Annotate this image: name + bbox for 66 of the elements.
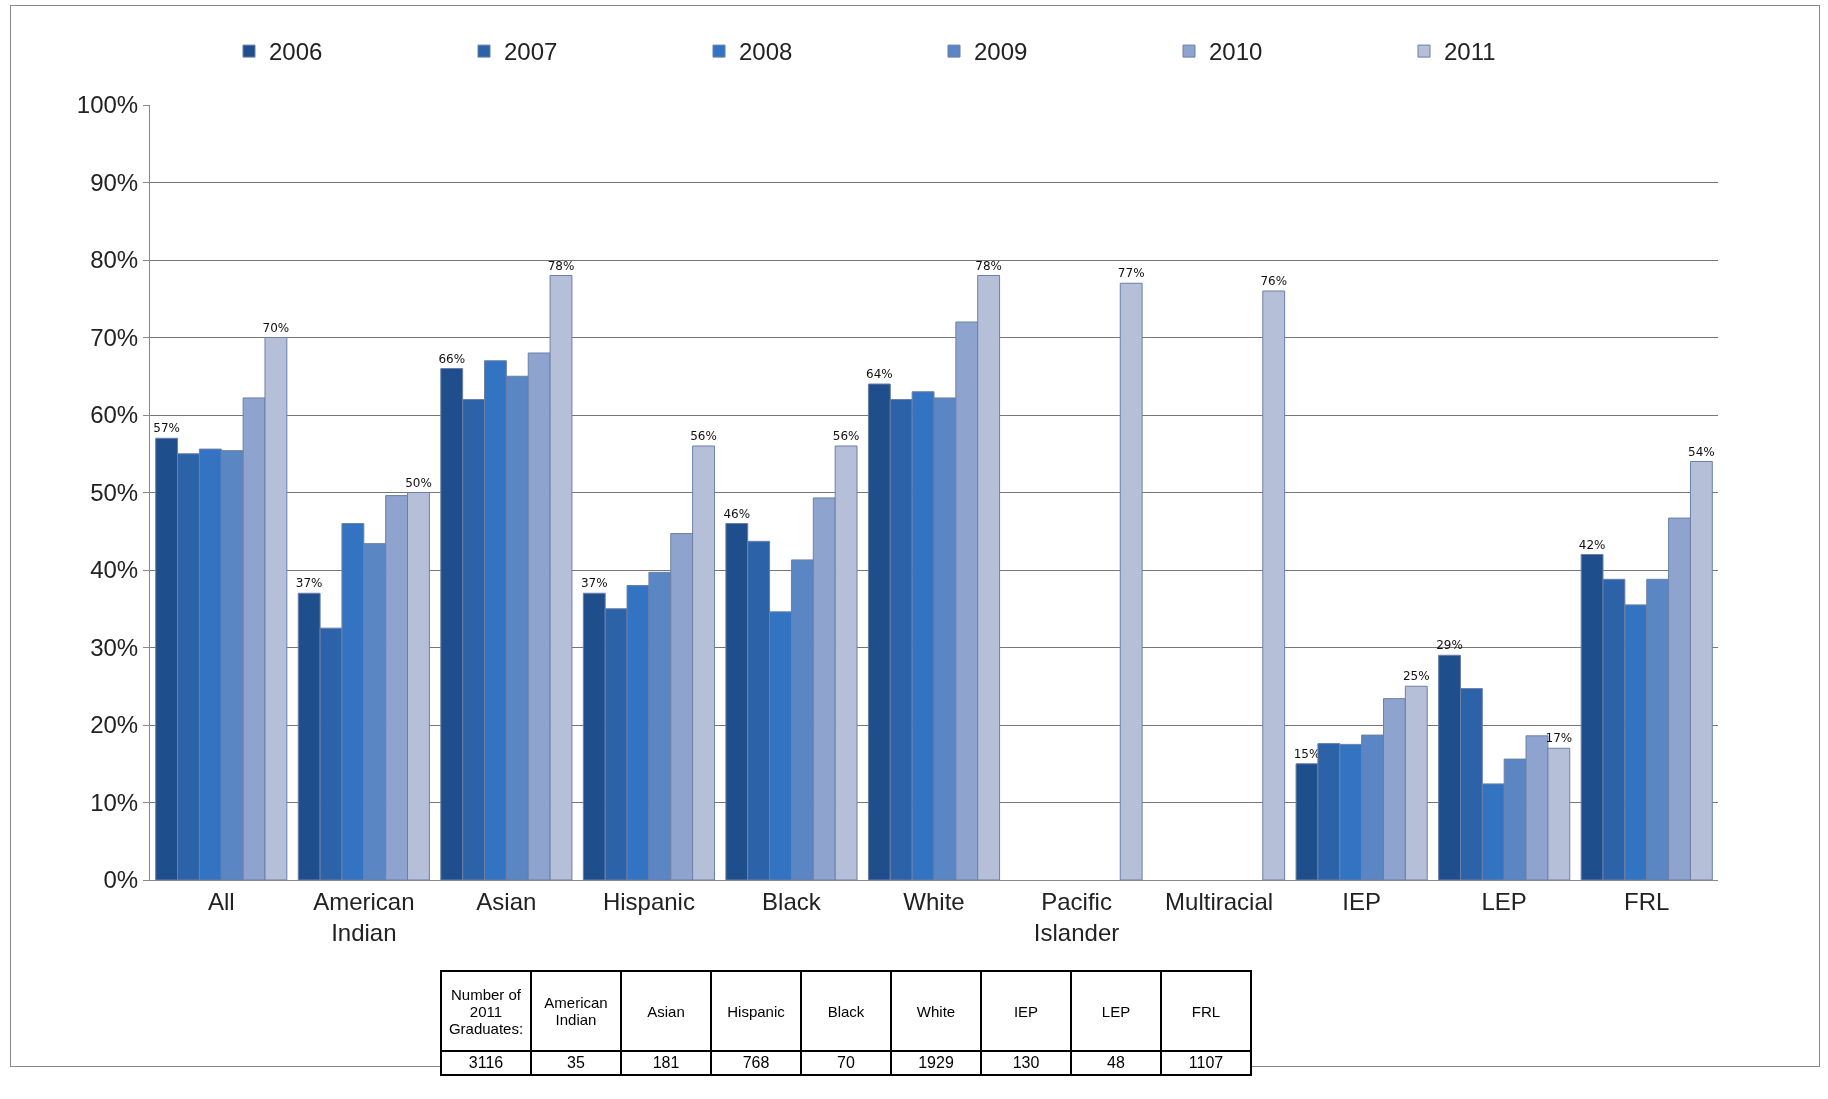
- text: 181: [621, 1051, 711, 1075]
- x-tick-label: Multiracial: [1165, 887, 1274, 915]
- data-label: 37%: [295, 576, 323, 591]
- text: Black: [801, 971, 891, 1051]
- data-label: 56%: [690, 429, 717, 443]
- x-tick-label: Asian: [476, 887, 537, 915]
- text: American Indian: [531, 971, 621, 1051]
- y-tick-label: 10%: [90, 788, 139, 816]
- x-tick-label: LEP: [1481, 887, 1527, 915]
- text: 130: [981, 1051, 1071, 1075]
- data-label: 64%: [866, 367, 893, 381]
- y-tick-label: 90%: [90, 168, 139, 196]
- x-tick-label: White: [903, 887, 965, 915]
- data-label: 17%: [1545, 731, 1573, 746]
- text: White: [891, 971, 981, 1051]
- x-tick-label: Hispanic: [602, 887, 695, 915]
- y-tick-label: 60%: [90, 401, 139, 429]
- x-tick-label: Black: [762, 887, 822, 915]
- y-tick-label: 50%: [90, 478, 139, 506]
- text: FRL: [1161, 971, 1251, 1051]
- legend-label: 2009: [974, 38, 1028, 66]
- data-label: 56%: [832, 429, 860, 443]
- data-label: 66%: [438, 351, 466, 366]
- data-label: 78%: [975, 258, 1002, 273]
- data-label: 42%: [1578, 537, 1606, 552]
- data-label: 54%: [1688, 444, 1715, 459]
- x-tick-label: FRL: [1624, 887, 1670, 915]
- y-tick-label: 100%: [76, 91, 139, 119]
- y-tick-label: 70%: [90, 323, 139, 351]
- text: IEP: [981, 971, 1071, 1051]
- y-tick-label: 30%: [90, 633, 139, 661]
- data-label: 46%: [723, 506, 751, 521]
- y-tick-label: 0%: [103, 866, 139, 894]
- legend-label: 2010: [1209, 38, 1263, 66]
- data-label: 70%: [262, 320, 290, 335]
- legend-label: 2006: [269, 38, 323, 66]
- text: 48: [1071, 1051, 1161, 1075]
- text: 70: [801, 1051, 891, 1075]
- y-tick-label: 40%: [90, 556, 139, 584]
- legend-label: 2008: [739, 38, 793, 66]
- text: Hispanic: [711, 971, 801, 1051]
- legend-label: 2007: [504, 38, 558, 66]
- text: 1929: [891, 1051, 981, 1075]
- x-tick-label: Pacific Islander: [1033, 887, 1120, 946]
- legend-label: 2011: [1444, 38, 1496, 66]
- data-label: 76%: [1260, 274, 1288, 288]
- text: LEP: [1071, 971, 1161, 1051]
- data-label: 78%: [547, 258, 575, 273]
- y-tick-label: 80%: [90, 246, 139, 274]
- x-tick-label: All: [207, 887, 235, 915]
- data-label: 37%: [580, 576, 608, 591]
- data-label: 50%: [405, 475, 432, 490]
- text: 768: [711, 1051, 801, 1075]
- bar: [1262, 290, 1286, 880]
- x-tick-label: American Indian: [313, 887, 415, 946]
- data-label: 57%: [153, 421, 180, 436]
- data-label: 25%: [1402, 669, 1430, 684]
- text: 3116: [441, 1051, 531, 1075]
- data-label: 77%: [1117, 266, 1145, 281]
- text: Asian: [621, 971, 711, 1051]
- x-tick-label: IEP: [1342, 887, 1381, 915]
- text: Number of 2011 Graduates:: [441, 971, 531, 1051]
- bar: [1119, 282, 1143, 880]
- text: 35: [531, 1051, 621, 1075]
- y-tick-label: 20%: [90, 711, 139, 739]
- text: 1107: [1161, 1051, 1251, 1075]
